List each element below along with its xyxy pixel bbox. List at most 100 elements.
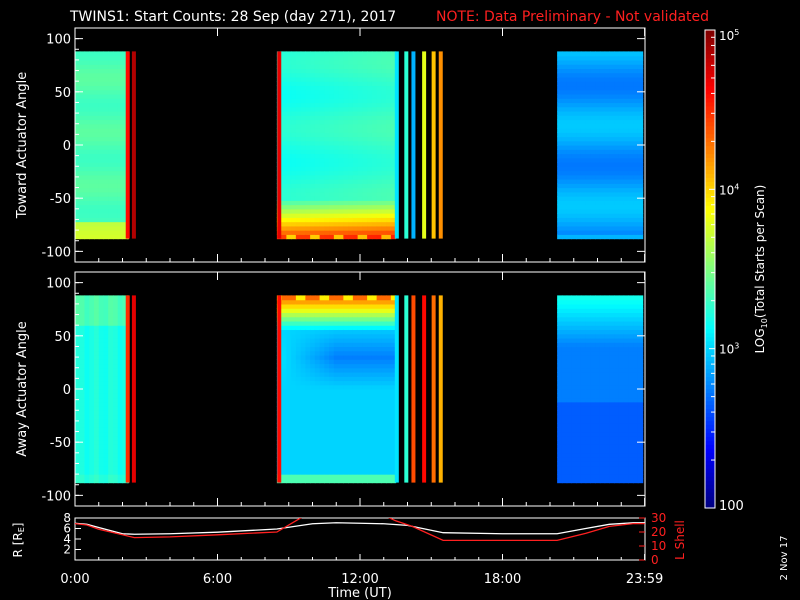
heatmap-cell	[333, 308, 340, 314]
heatmap-cell	[113, 234, 119, 240]
heatmap-cell	[599, 418, 606, 424]
heatmap-cell	[352, 337, 359, 343]
heatmap-cell	[343, 427, 349, 433]
heatmap-cell	[580, 64, 587, 70]
heatmap-cell	[122, 308, 128, 314]
heatmap-cell	[618, 325, 625, 331]
heatmap-cell	[376, 145, 382, 150]
heatmap-cell	[295, 225, 302, 231]
heatmap-cell	[348, 414, 354, 420]
heatmap-cell	[371, 384, 378, 390]
heatmap-cell	[324, 196, 330, 201]
heatmap-cell	[89, 200, 95, 206]
heatmap-cell	[590, 127, 596, 133]
heatmap-cell	[557, 200, 563, 206]
heatmap-cell	[324, 359, 330, 365]
heatmap-cell	[576, 427, 582, 433]
heatmap-cell	[357, 308, 363, 314]
heatmap-cell	[108, 183, 114, 189]
heatmap-cell	[291, 389, 297, 394]
heatmap-cell	[557, 93, 563, 99]
heatmap-cell	[98, 64, 105, 70]
heatmap-cell	[376, 72, 382, 78]
heatmap-cell	[386, 204, 392, 210]
heatmap-cell	[329, 89, 335, 95]
heatmap-cell	[590, 325, 596, 331]
heatmap-cell	[566, 410, 572, 416]
heatmap-cell	[113, 371, 119, 377]
heatmap-cell	[122, 312, 128, 318]
heatmap-cell	[333, 187, 340, 193]
heatmap-cell	[113, 320, 119, 326]
heatmap-cell	[348, 342, 354, 348]
heatmap-cell	[113, 410, 119, 416]
heatmap-cell	[585, 98, 591, 104]
heatmap-cell	[386, 183, 392, 189]
heatmap-cell	[576, 397, 582, 403]
heatmap-cell	[122, 115, 128, 121]
heatmap-cell	[314, 89, 321, 95]
heatmap-cell	[79, 389, 86, 394]
heatmap-cell	[376, 221, 382, 227]
heatmap-cell	[343, 423, 349, 428]
heatmap-cell	[108, 380, 114, 386]
heatmap-bar	[411, 51, 416, 239]
heatmap-cell	[557, 76, 563, 82]
heatmap-cell	[386, 127, 392, 133]
heatmap-cell	[113, 132, 119, 138]
heatmap-cell	[595, 204, 601, 210]
heatmap-cell	[333, 393, 340, 399]
heatmap-cell	[98, 371, 105, 377]
heatmap-cell	[94, 303, 100, 309]
heatmap-cell	[357, 414, 363, 420]
heatmap-cell	[305, 110, 311, 116]
heatmap-cell	[281, 303, 287, 309]
heatmap-cell	[310, 444, 316, 450]
heatmap-cell	[576, 196, 582, 201]
heatmap-cell	[357, 55, 363, 61]
heatmap-cell	[343, 320, 349, 326]
heatmap-cell	[371, 76, 378, 82]
heatmap-cell	[352, 119, 359, 125]
heatmap-cell	[595, 72, 601, 78]
heatmap-cell	[98, 183, 105, 189]
heatmap-cell	[576, 465, 582, 471]
heatmap-cell	[357, 72, 363, 78]
heatmap-cell	[557, 64, 563, 70]
heatmap-cell	[390, 85, 397, 91]
heatmap-cell	[561, 213, 568, 218]
heatmap-cell	[590, 308, 596, 314]
heatmap-cell	[561, 465, 568, 471]
heatmap-cell	[628, 85, 634, 91]
heatmap-cell	[286, 367, 292, 373]
heatmap-cell	[103, 204, 109, 210]
heatmap-cell	[637, 145, 644, 150]
heatmap-cell	[357, 217, 363, 223]
heatmap-cell	[75, 136, 81, 142]
heatmap-cell	[367, 393, 373, 399]
heatmap-cell	[390, 295, 397, 301]
heatmap-cell	[590, 423, 596, 428]
heatmap-cell	[333, 350, 340, 356]
heatmap-cell	[585, 119, 591, 125]
heatmap-cell	[376, 149, 382, 155]
heatmap-cell	[357, 406, 363, 411]
heatmap-cell	[122, 76, 128, 82]
heatmap-cell	[310, 469, 316, 475]
heatmap-cell	[585, 149, 591, 155]
heatmap-cell	[291, 333, 297, 339]
heatmap-cell	[286, 153, 292, 159]
heatmap-cell	[84, 333, 90, 339]
heatmap-cell	[566, 397, 572, 403]
heatmap-cell	[599, 174, 606, 180]
heatmap-cell	[609, 230, 615, 235]
heatmap-cell	[89, 115, 95, 121]
heatmap-cell	[84, 346, 90, 352]
heatmap-cell	[338, 166, 344, 172]
heatmap-cell	[314, 367, 321, 373]
heatmap-cell	[595, 102, 601, 108]
heatmap-cell	[367, 102, 373, 108]
heatmap-cell	[113, 316, 119, 322]
heatmap-cell	[310, 55, 316, 61]
heatmap-cell	[357, 234, 363, 240]
